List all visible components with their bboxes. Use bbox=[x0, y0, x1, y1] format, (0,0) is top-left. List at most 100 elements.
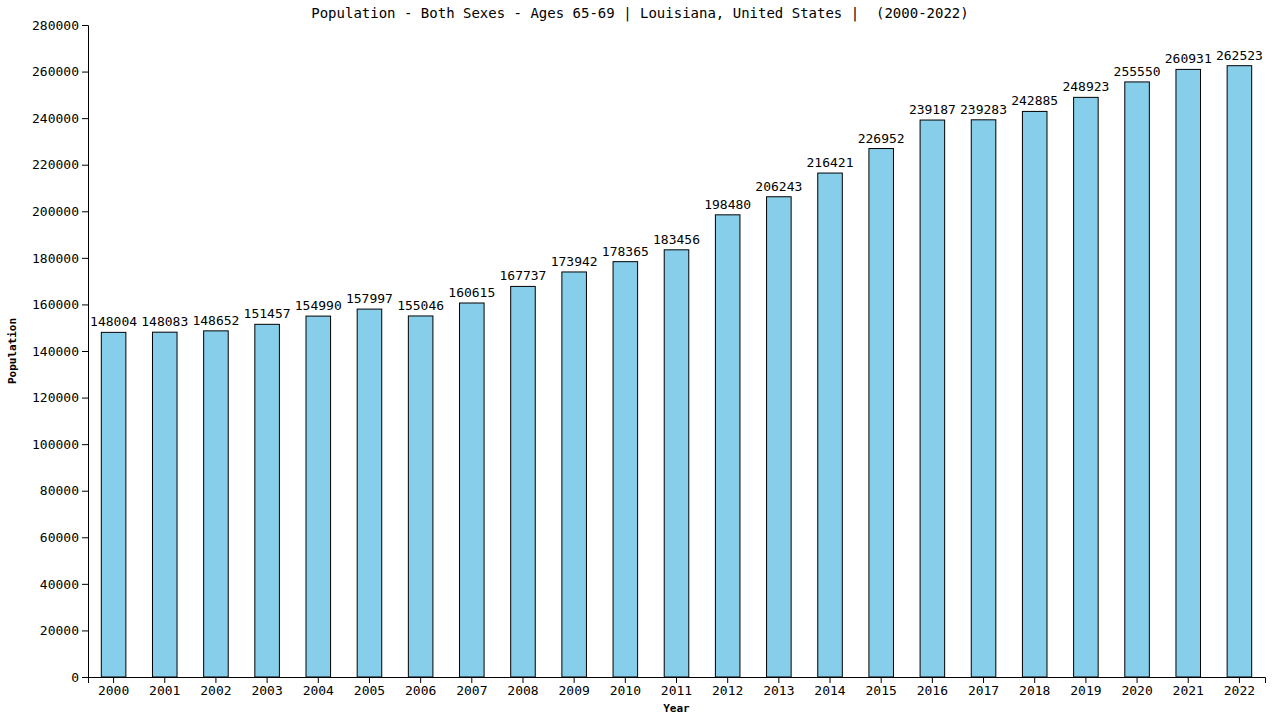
x-tick-mark bbox=[1137, 677, 1138, 683]
x-tick-mark bbox=[369, 677, 370, 683]
x-tick-mark bbox=[778, 677, 779, 683]
x-tick-mark bbox=[113, 677, 114, 683]
bar bbox=[101, 332, 126, 677]
data-label: 262523 bbox=[1216, 48, 1263, 63]
data-label: 248923 bbox=[1062, 79, 1109, 94]
bar bbox=[613, 262, 638, 677]
y-tick: 260000 bbox=[32, 64, 88, 79]
y-tick-mark bbox=[82, 25, 88, 26]
x-tick-mark bbox=[932, 677, 933, 683]
x-tick-mark bbox=[830, 677, 831, 683]
y-tick-mark bbox=[82, 677, 88, 678]
x-tick: 2011 bbox=[661, 677, 692, 698]
x-tick-mark bbox=[318, 677, 319, 683]
x-tick-label: 2013 bbox=[763, 683, 794, 698]
y-tick-mark bbox=[82, 584, 88, 585]
y-tick-mark bbox=[82, 398, 88, 399]
bars bbox=[101, 66, 1251, 677]
y-tick-label: 200000 bbox=[32, 204, 79, 219]
data-label: 151457 bbox=[244, 306, 291, 321]
bar bbox=[664, 250, 689, 677]
y-tick-label: 80000 bbox=[40, 483, 79, 498]
x-tick: 2007 bbox=[456, 677, 487, 698]
y-tick-label: 120000 bbox=[32, 390, 79, 405]
x-tick: 2022 bbox=[1224, 677, 1255, 698]
x-tick-mark bbox=[881, 677, 882, 683]
x-tick: 2014 bbox=[814, 677, 845, 698]
y-tick: 80000 bbox=[40, 483, 88, 498]
y-tick-mark bbox=[82, 444, 88, 445]
x-axis-title: Year bbox=[663, 702, 690, 715]
chart: 1480041480831486521514571549901579971550… bbox=[0, 0, 1280, 720]
data-label: 242885 bbox=[1011, 93, 1058, 108]
bar bbox=[408, 316, 433, 677]
data-label: 260931 bbox=[1165, 51, 1212, 66]
x-tick: 2017 bbox=[968, 677, 999, 698]
bar bbox=[1176, 69, 1201, 677]
y-tick-label: 0 bbox=[71, 670, 79, 685]
title: Population - Both Sexes - Ages 65-69 | L… bbox=[311, 5, 968, 22]
bar bbox=[1227, 66, 1252, 677]
x-tick-mark bbox=[1188, 677, 1189, 683]
bar bbox=[971, 120, 996, 677]
data-label: 160615 bbox=[448, 285, 495, 300]
x-tick-label: 2015 bbox=[866, 683, 897, 698]
y-tick-label: 260000 bbox=[32, 64, 79, 79]
bar bbox=[204, 331, 229, 677]
y-tick-label: 40000 bbox=[40, 577, 79, 592]
x-tick-mark bbox=[676, 677, 677, 683]
y-tick-mark bbox=[82, 258, 88, 259]
y-tick: 200000 bbox=[32, 204, 88, 219]
y-tick: 220000 bbox=[32, 157, 88, 172]
data-label: 226952 bbox=[858, 131, 905, 146]
data-label: 183456 bbox=[653, 232, 700, 247]
y-tick-label: 280000 bbox=[32, 18, 79, 33]
y-tick-label: 240000 bbox=[32, 111, 79, 126]
y-axis-line bbox=[82, 26, 89, 678]
x-tick: 2003 bbox=[251, 677, 282, 698]
data-label: 178365 bbox=[602, 244, 649, 259]
x-tick: 2008 bbox=[507, 677, 538, 698]
data-label: 216421 bbox=[807, 155, 854, 170]
y-tick: 40000 bbox=[40, 577, 88, 592]
y-tick-label: 140000 bbox=[32, 344, 79, 359]
bar bbox=[1074, 97, 1099, 677]
y-tick-label: 220000 bbox=[32, 157, 79, 172]
x-tick: 2013 bbox=[763, 677, 794, 698]
bar bbox=[306, 316, 331, 677]
data-label: 155046 bbox=[397, 298, 444, 313]
bar bbox=[818, 173, 843, 677]
x-tick-label: 2008 bbox=[507, 683, 538, 698]
y-tick: 0 bbox=[71, 670, 88, 685]
x-tick-label: 2006 bbox=[405, 683, 436, 698]
data-label: 148083 bbox=[141, 314, 188, 329]
x-tick-label: 2010 bbox=[610, 683, 641, 698]
y-tick: 100000 bbox=[32, 437, 88, 452]
bar bbox=[511, 286, 536, 677]
x-tick: 2002 bbox=[200, 677, 231, 698]
x-tick: 2016 bbox=[917, 677, 948, 698]
x-tick-label: 2005 bbox=[354, 683, 385, 698]
y-tick: 280000 bbox=[32, 18, 88, 33]
x-tick: 2010 bbox=[610, 677, 641, 698]
x-tick-mark bbox=[625, 677, 626, 683]
x-tick-mark bbox=[522, 677, 523, 683]
x-tick-label: 2011 bbox=[661, 683, 692, 698]
bar bbox=[255, 324, 280, 677]
data-label: 167737 bbox=[499, 268, 546, 283]
bar bbox=[920, 120, 945, 677]
y-axis: 0200004000060000800001000001200001400001… bbox=[32, 18, 88, 685]
y-axis-title: Population bbox=[6, 318, 19, 384]
x-tick: 2001 bbox=[149, 677, 180, 698]
y-tick: 20000 bbox=[40, 623, 88, 638]
x-tick: 2021 bbox=[1173, 677, 1204, 698]
x-tick-mark bbox=[471, 677, 472, 683]
y-tick: 180000 bbox=[32, 251, 88, 266]
y-tick-mark bbox=[82, 165, 88, 166]
y-tick: 160000 bbox=[32, 297, 88, 312]
bar bbox=[357, 309, 382, 677]
x-tick-label: 2009 bbox=[558, 683, 589, 698]
x-tick: 2019 bbox=[1070, 677, 1101, 698]
y-tick-mark bbox=[82, 304, 88, 305]
x-tick-mark bbox=[727, 677, 728, 683]
